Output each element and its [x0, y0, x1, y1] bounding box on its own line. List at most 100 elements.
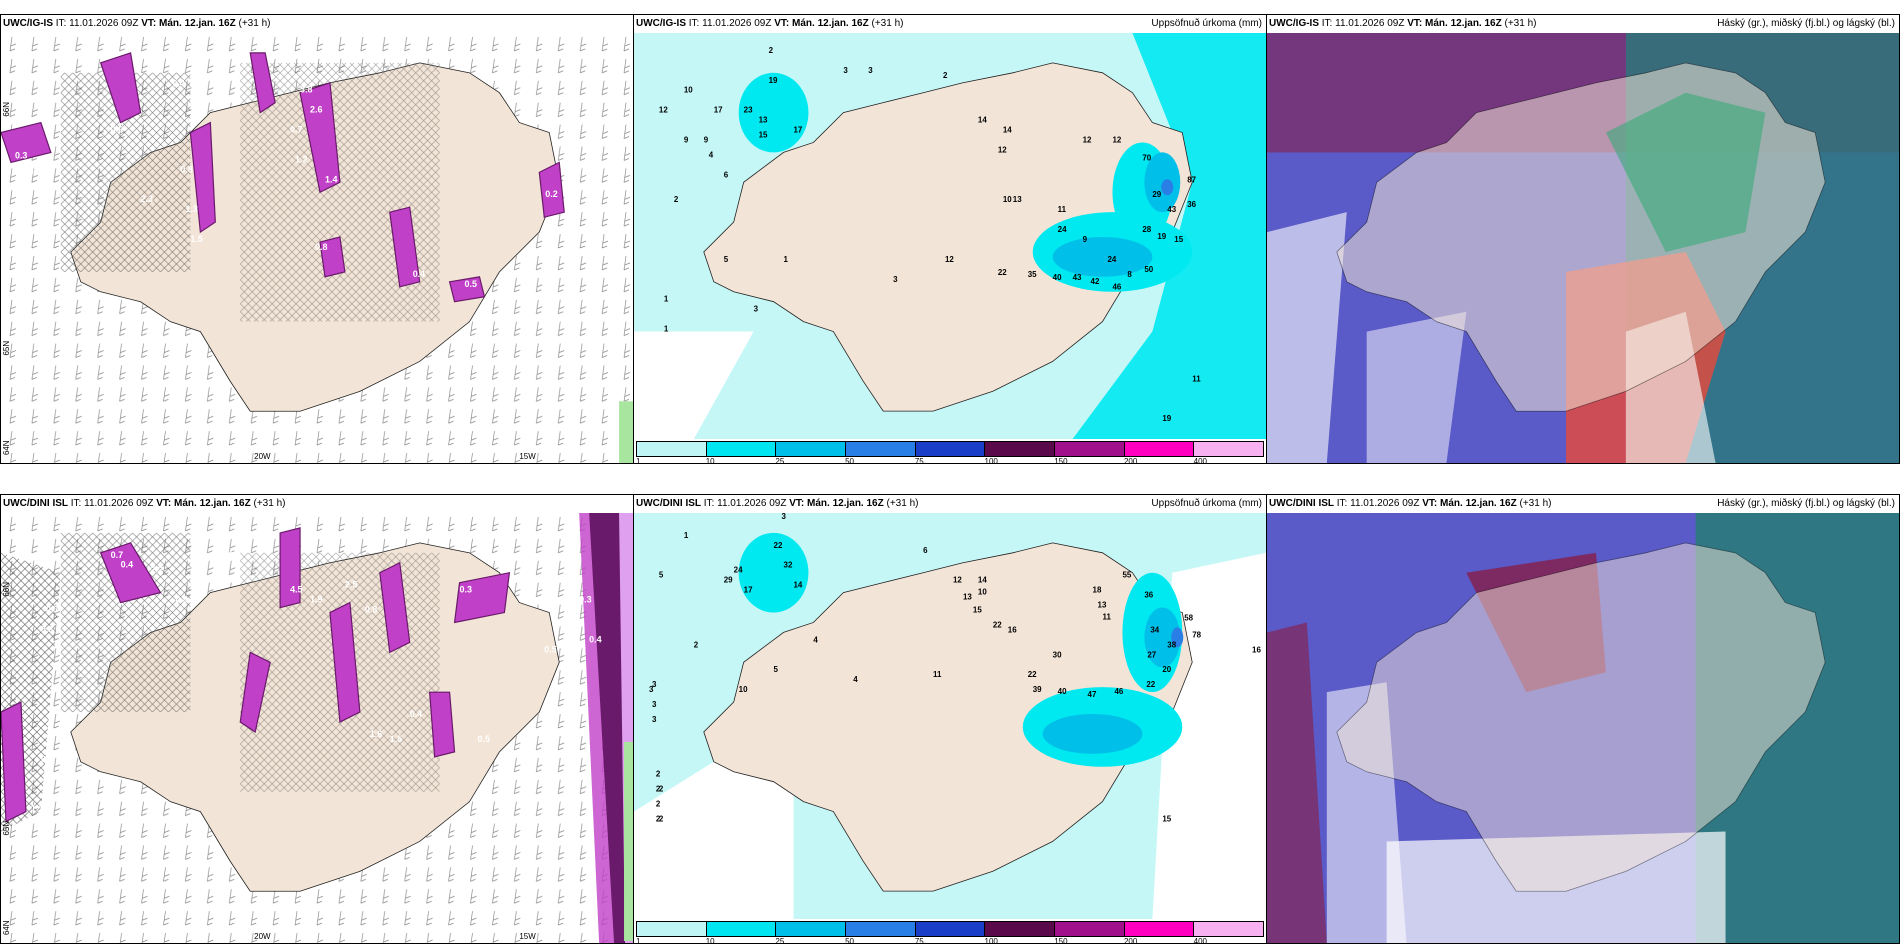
- panel-ig-accum: UWC/IG-IS IT: 11.01.2026 09Z VT: Mán. 12…: [633, 14, 1267, 464]
- svg-text:19: 19: [1162, 414, 1171, 423]
- svg-text:13: 13: [963, 593, 972, 602]
- panel-header: UWC/IG-IS IT: 11.01.2026 09Z VT: Mán. 12…: [636, 18, 904, 29]
- svg-text:15: 15: [1162, 814, 1171, 823]
- iceland-map: 3 1 5 22 24 32 29 17 14 2 4 6 4 3 2 2 12…: [634, 513, 1266, 919]
- svg-text:14: 14: [978, 116, 987, 125]
- svg-text:0.8: 0.8: [365, 605, 377, 615]
- svg-text:9: 9: [1083, 235, 1088, 244]
- svg-text:8: 8: [1127, 270, 1132, 279]
- lat-label-64n: 64N: [2, 920, 11, 935]
- swatch-10: [706, 442, 777, 456]
- svg-text:0.4: 0.4: [413, 269, 425, 279]
- svg-text:15: 15: [759, 130, 768, 139]
- svg-text:0.3: 0.3: [15, 150, 27, 160]
- svg-text:24: 24: [1108, 255, 1117, 264]
- lat-label-65n: 65N: [2, 821, 11, 836]
- panel-dini-precip-type: UWC/DINI ISL IT: 11.01.2026 09Z VT: Mán.…: [0, 494, 634, 944]
- svg-text:14: 14: [978, 576, 987, 585]
- swatch-50: [846, 922, 916, 936]
- svg-text:0.3: 0.3: [460, 585, 472, 595]
- svg-text:1.2: 1.2: [295, 154, 307, 164]
- svg-text:1: 1: [664, 295, 669, 304]
- svg-text:9: 9: [684, 135, 689, 144]
- svg-text:46: 46: [1112, 283, 1121, 292]
- map-canvas: 20W 15W 66N 65N 64N 0.3 0.3 0.5 0.6 1.3 …: [1, 33, 633, 463]
- svg-text:22: 22: [774, 541, 783, 550]
- swatch-150: [1055, 442, 1125, 456]
- svg-text:42: 42: [1091, 277, 1100, 286]
- svg-text:39: 39: [1033, 685, 1042, 694]
- svg-text:17: 17: [744, 586, 753, 595]
- panel-dini-accum: UWC/DINI ISL IT: 11.01.2026 09Z VT: Mán.…: [633, 494, 1267, 944]
- lon-label-20w: 20W: [254, 452, 271, 461]
- colorbar: 1 10 25 50 75 100 150 200 400: [636, 441, 1264, 463]
- svg-text:46: 46: [1114, 687, 1123, 696]
- svg-text:28: 28: [1142, 225, 1151, 234]
- swatch-75: [915, 442, 986, 456]
- svg-text:0.7: 0.7: [290, 125, 302, 135]
- svg-text:2: 2: [656, 814, 661, 823]
- svg-text:3: 3: [893, 275, 898, 284]
- svg-text:40: 40: [1053, 273, 1062, 282]
- panel-header: UWC/DINI ISL IT: 11.01.2026 09Z VT: Mán.…: [3, 498, 286, 509]
- iceland-map: 20W 15W 66N 65N 64N 0.3 0.3 0.5 0.6 1.3 …: [1, 33, 633, 463]
- svg-text:12: 12: [659, 106, 668, 115]
- lon-label-20w: 20W: [254, 932, 271, 941]
- svg-text:1: 1: [684, 531, 689, 540]
- accum-labels: 3 1 5 22 24 32 29 17 14 2 4 6 4 3 2 2 12…: [649, 513, 1262, 823]
- iceland-map: 20W 15W 66N 65N 64N 0.3 0.7 0.4 2.2 0.8 …: [1, 513, 633, 943]
- svg-text:0.4: 0.4: [172, 79, 184, 89]
- svg-text:23: 23: [744, 106, 753, 115]
- svg-text:29: 29: [1152, 190, 1161, 199]
- svg-text:10: 10: [739, 685, 748, 694]
- panel-ig-cloud: UWC/IG-IS IT: 11.01.2026 09Z VT: Mán. 12…: [1266, 14, 1900, 464]
- svg-text:11: 11: [1103, 612, 1112, 621]
- svg-text:1.5: 1.5: [190, 234, 202, 244]
- svg-text:2: 2: [694, 640, 699, 649]
- swatch-100: [985, 442, 1056, 456]
- svg-text:11: 11: [1058, 205, 1067, 214]
- panel-title: Uppsöfnuð úrkoma (mm): [1151, 18, 1262, 29]
- svg-text:50: 50: [1144, 265, 1153, 274]
- panel-dini-cloud: UWC/DINI ISL IT: 11.01.2026 09Z VT: Mán.…: [1266, 494, 1900, 944]
- swatch-75: [915, 922, 986, 936]
- accum-labels: 2 1 12 10 9 19 17 23 13 15 17 9 4 6 2 3 …: [659, 46, 1201, 423]
- svg-text:1.3: 1.3: [185, 204, 197, 214]
- svg-text:4: 4: [813, 635, 818, 644]
- svg-text:22: 22: [993, 620, 1002, 629]
- svg-text:10: 10: [978, 588, 987, 597]
- svg-text:43: 43: [1167, 205, 1176, 214]
- map-canvas: 2 1 12 10 9 19 17 23 13 15 17 9 4 6 2 3 …: [634, 33, 1266, 439]
- svg-text:13: 13: [1013, 195, 1022, 204]
- map-canvas: [1267, 33, 1899, 463]
- svg-text:4: 4: [853, 675, 858, 684]
- lon-label-15w: 15W: [519, 932, 536, 941]
- iceland-land: [703, 542, 1193, 892]
- lat-label-66n: 66N: [2, 102, 11, 117]
- iceland-land: [703, 62, 1193, 412]
- svg-text:36: 36: [1187, 200, 1196, 209]
- svg-text:12: 12: [953, 576, 962, 585]
- svg-text:2: 2: [674, 195, 679, 204]
- swatch-1: [637, 922, 707, 936]
- svg-text:11: 11: [933, 670, 942, 679]
- svg-text:11: 11: [1192, 374, 1201, 383]
- svg-text:0.3: 0.3: [579, 595, 591, 605]
- map-canvas: [1267, 513, 1899, 943]
- svg-text:2.3: 2.3: [141, 194, 153, 204]
- svg-text:1.1: 1.1: [31, 804, 43, 814]
- lat-label-64n: 64N: [2, 440, 11, 455]
- svg-text:2.2: 2.2: [151, 565, 163, 575]
- svg-text:78: 78: [1192, 630, 1201, 639]
- svg-text:17: 17: [714, 106, 723, 115]
- svg-text:0.5: 0.5: [465, 279, 477, 289]
- svg-text:19: 19: [1157, 232, 1166, 241]
- lat-label-65n: 65N: [2, 341, 11, 356]
- swatch-100: [985, 922, 1056, 936]
- svg-text:1.5: 1.5: [390, 734, 402, 744]
- svg-text:29: 29: [724, 576, 733, 585]
- svg-text:12: 12: [998, 145, 1007, 154]
- svg-text:12: 12: [1083, 135, 1092, 144]
- svg-text:10: 10: [684, 86, 693, 95]
- svg-text:0.5: 0.5: [29, 166, 41, 176]
